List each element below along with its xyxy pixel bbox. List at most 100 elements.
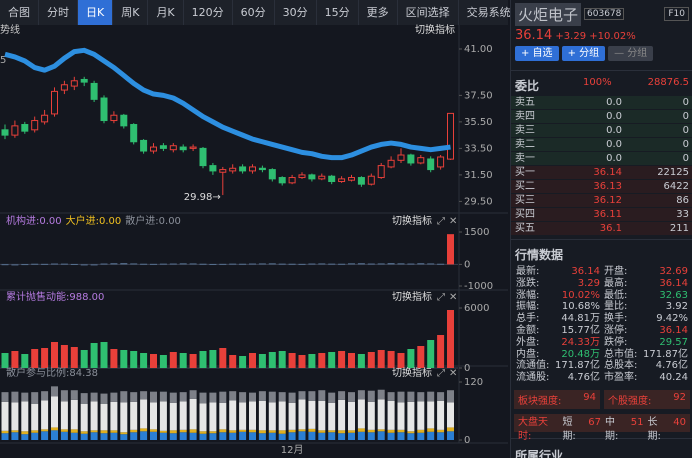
stacked-segment xyxy=(11,430,19,433)
stacked-segment xyxy=(130,429,138,433)
stacked-segment xyxy=(328,430,336,433)
stock-code: 603678 xyxy=(584,8,625,20)
market-item-label: 中期: xyxy=(604,416,619,442)
bar xyxy=(169,263,177,265)
change: +3.29 xyxy=(555,31,587,42)
quote-grid: 最新: 36.14 开盘: 32.69 涨跌: 3.29 最高: 36.14 涨幅: 10.02%… xyxy=(511,266,692,384)
quote-item: 涨跌: 3.29 xyxy=(514,278,602,290)
f10-button[interactable]: F10 xyxy=(664,7,689,21)
stacked-segment xyxy=(100,393,108,404)
tab[interactable]: 分时 xyxy=(39,0,78,25)
candle-body xyxy=(387,159,395,168)
stacked-segment xyxy=(417,392,425,402)
bar xyxy=(437,335,445,368)
bar xyxy=(110,349,118,368)
stacked-segment xyxy=(348,392,355,402)
stacked-segment xyxy=(348,401,355,431)
bar xyxy=(130,263,138,265)
y-tick-label: 41.00 xyxy=(464,44,493,55)
tab[interactable]: 30分 xyxy=(275,0,317,25)
quote-item: 涨停: 36.14 xyxy=(602,325,690,337)
order-book: 卖五 0.0 0 卖四 0.0 0 卖三 0.0 0 卖二 0.0 0 卖一 0.0 0 买一 36.14 221… xyxy=(511,96,692,235)
order-volume: 0 xyxy=(682,139,689,150)
quote-label: 跌停: xyxy=(604,336,628,348)
candle-body xyxy=(348,177,355,181)
stacked-segment xyxy=(328,432,336,440)
stacked-segment xyxy=(397,432,405,440)
indicator-label: 机构进:0.00 xyxy=(6,214,62,227)
bar xyxy=(60,263,68,265)
stacked-segment xyxy=(318,430,326,433)
stacked-segment xyxy=(179,432,187,440)
stacked-segment xyxy=(41,400,49,430)
candle-body xyxy=(100,97,108,122)
bar xyxy=(387,351,395,368)
candle-body xyxy=(229,167,237,172)
stacked-segment xyxy=(387,392,395,401)
quote-label: 内盘: xyxy=(516,348,540,360)
order-volume: 33 xyxy=(676,209,689,220)
stacked-segment xyxy=(447,427,454,432)
quote-value: 10.02% xyxy=(561,289,600,301)
stacked-segment xyxy=(427,431,435,440)
stacked-segment xyxy=(130,401,138,430)
stacked-segment xyxy=(229,432,237,440)
quote-item: 流通值: 171.87亿 xyxy=(514,360,602,372)
quote-label: 量比: xyxy=(604,301,628,313)
stacked-segment xyxy=(377,431,385,440)
tab[interactable]: 区间选择 xyxy=(398,0,459,25)
quote-value: 3.29 xyxy=(577,277,600,289)
button-row: + 自选 + 分组 — 分组 xyxy=(511,44,692,66)
stacked-segment xyxy=(51,396,58,428)
order-label: 买二 xyxy=(515,181,535,192)
bar xyxy=(338,351,346,368)
tab[interactable]: 月K xyxy=(148,0,184,25)
bar xyxy=(249,353,256,368)
tab[interactable]: 120分 xyxy=(184,0,233,25)
bar xyxy=(11,351,19,368)
bar xyxy=(199,263,207,265)
quote-value: 40.24 xyxy=(659,372,688,384)
indicator-label: 散户参与比例:84.38 xyxy=(6,366,98,379)
bar xyxy=(140,353,148,368)
tab[interactable]: 周K xyxy=(113,0,149,25)
stacked-segment xyxy=(140,431,148,440)
strength-label: 个股强度: xyxy=(608,395,652,407)
button[interactable]: — 分组 xyxy=(608,46,654,61)
stacked-segment xyxy=(41,429,49,432)
tab[interactable]: 日K xyxy=(78,0,114,25)
stacked-segment xyxy=(51,427,58,431)
button[interactable]: + 自选 xyxy=(515,46,559,61)
bar xyxy=(100,342,108,368)
order-price: 36.12 xyxy=(593,195,622,206)
candle-body xyxy=(258,167,266,171)
y-tick-label: -1000 xyxy=(464,281,493,292)
close-icon: ✕ xyxy=(449,216,457,227)
stacked-segment xyxy=(169,402,177,431)
stacked-segment xyxy=(150,431,157,440)
stacked-segment xyxy=(31,430,39,433)
stacked-segment xyxy=(140,391,148,400)
bar xyxy=(179,353,187,368)
bar xyxy=(70,263,78,265)
tab-bar: 合图 分时 日K 周K 月K 120分 60分 30分 15分 更多 区间选择 交易系统 xyxy=(0,0,520,25)
stacked-segment xyxy=(120,434,128,440)
stacked-segment xyxy=(11,402,19,431)
bar xyxy=(288,263,296,265)
order-price: 36.13 xyxy=(593,181,622,192)
quote-value: 4.76亿 xyxy=(567,372,600,384)
bar xyxy=(288,353,296,368)
stacked-segment xyxy=(338,433,346,440)
stacked-segment xyxy=(130,432,138,440)
tab[interactable]: 更多 xyxy=(359,0,398,25)
bar xyxy=(60,345,68,368)
bar xyxy=(150,354,157,368)
stacked-segment xyxy=(199,403,207,432)
button[interactable]: + 分组 xyxy=(561,46,606,61)
candle-body xyxy=(51,90,58,115)
tab[interactable]: 15分 xyxy=(317,0,359,25)
tab[interactable]: 60分 xyxy=(233,0,275,25)
bar xyxy=(377,350,385,368)
stacked-segment xyxy=(308,431,316,440)
tab[interactable]: 合图 xyxy=(0,0,39,25)
